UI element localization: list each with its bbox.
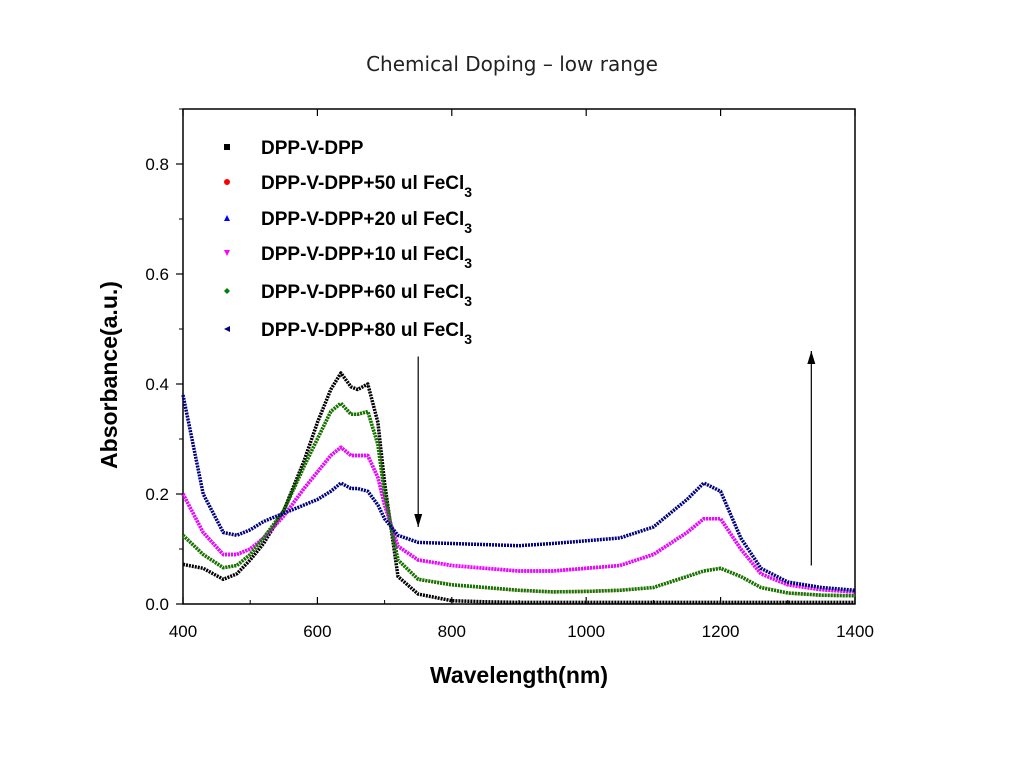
- x-axis-label: Wavelength(nm): [430, 662, 608, 688]
- y-tick-label: 0.2: [145, 485, 169, 504]
- legend-marker: [224, 288, 230, 294]
- legend-marker: [224, 144, 230, 150]
- series-line-0: [182, 371, 855, 605]
- axis-ticks: 400 600 800 1000 1200 1400 0.0 0.2 0.4 0.6 0.8: [145, 108, 874, 641]
- chart-annotations: [414, 351, 816, 566]
- chart-series: [181, 371, 856, 605]
- series-line-5: [181, 394, 856, 593]
- legend-marker: [224, 179, 230, 185]
- y-axis-label: Absorbance(a.u.): [96, 281, 122, 469]
- x-tick-label: 1000: [567, 622, 605, 641]
- legend-label: DPP-V-DPP+10 ul FeCl3: [261, 244, 472, 271]
- y-tick-label: 0.6: [145, 265, 169, 284]
- legend-marker: [224, 250, 230, 256]
- y-tick-label: 0.4: [145, 375, 169, 394]
- legend-label: DPP-V-DPP+60 ul FeCl3: [261, 282, 472, 309]
- y-tick-label: 0.8: [145, 155, 169, 174]
- x-tick-label: 400: [169, 622, 197, 641]
- legend-label: DPP-V-DPP+50 ul FeCl3: [261, 173, 472, 200]
- x-tick-label: 1400: [836, 622, 874, 641]
- legend-marker: [224, 326, 230, 332]
- legend-label: DPP-V-DPP+20 ul FeCl3: [261, 209, 472, 236]
- arrow-head-up: [807, 351, 816, 364]
- series-line-3: [181, 445, 856, 594]
- legend-label: DPP-V-DPP+80 ul FeCl3: [261, 320, 472, 347]
- legend-label: DPP-V-DPP: [261, 138, 364, 159]
- legend-marker: [224, 215, 230, 221]
- series-line-4: [181, 401, 856, 598]
- x-tick-label: 800: [438, 622, 466, 641]
- y-tick-label: 0.0: [145, 595, 169, 614]
- x-tick-label: 1200: [702, 622, 740, 641]
- arrow-head-down: [414, 514, 423, 527]
- chart-legend: DPP-V-DPP DPP-V-DPP+50 ul FeCl3 DPP-V-DPP+…: [224, 138, 472, 347]
- slide-title: Chemical Doping – low range: [366, 52, 658, 76]
- x-tick-label: 600: [303, 622, 331, 641]
